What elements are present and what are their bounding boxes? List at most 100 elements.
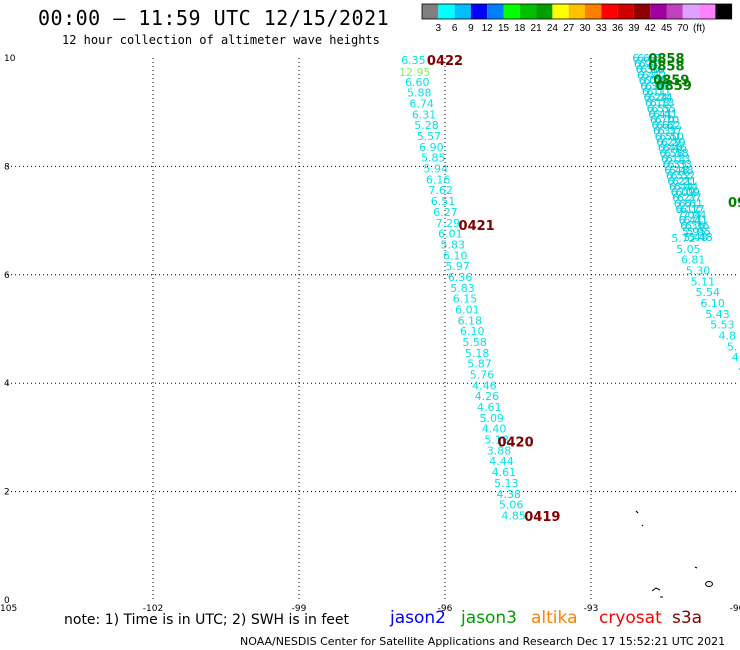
wave-height-label: 6.37 <box>658 125 683 138</box>
color-scale-tick: (ft) <box>693 23 705 34</box>
y-tick-label: 2 <box>4 488 10 498</box>
wave-height-label: 5.76 <box>470 369 495 382</box>
color-swatch <box>454 4 471 19</box>
wave-height-label: 5.53 <box>710 319 735 332</box>
wave-height-label: 6.55 <box>652 102 677 115</box>
wave-height-label: 6.74 <box>409 98 434 111</box>
wave-height-label: 6.62 <box>656 119 681 132</box>
units-note: note: 1) Time is in UTC; 2) SWH is in fe… <box>64 612 350 628</box>
wave-height-label: 6.38 <box>640 80 665 93</box>
color-scale-tick: 33 <box>596 23 608 34</box>
wave-height-label: 6.18 <box>650 97 675 110</box>
color-swatch <box>585 4 602 19</box>
wave-height-label: 4.40 <box>482 423 507 436</box>
wave-height-label: 6.41 <box>679 214 704 227</box>
wave-height-label: 4 <box>738 362 740 375</box>
wave-height-label: 5.54 <box>696 286 721 299</box>
wave-height-label: 5.87 <box>467 358 492 371</box>
wave-height-label: 5.83 <box>441 238 466 251</box>
wave-height-label: 6.09 <box>671 186 696 199</box>
wave-height-label: 6.36 <box>685 220 710 233</box>
wave-height-label: 6.44 <box>669 181 694 194</box>
wave-height-label: 6.51 <box>431 195 456 208</box>
color-scale-tick: 15 <box>498 23 510 34</box>
color-scale-tick: 42 <box>645 23 657 34</box>
color-swatch <box>601 4 618 19</box>
wave-height-label: 6.10 <box>443 249 468 262</box>
wave-height-label: 6.52 <box>666 169 691 182</box>
wave-height-label: 4.61 <box>492 466 517 479</box>
wave-height-label: 6.48 <box>664 164 689 177</box>
wave-height-label: 7.04 <box>677 209 702 222</box>
wave-height-label: 6.35 <box>401 54 426 67</box>
wave-height-label: 5.43 <box>705 308 730 321</box>
wave-height-label: 6.41 <box>683 214 708 227</box>
color-scale-tick: 30 <box>579 23 591 34</box>
wave-height-label: 6.37 <box>653 125 678 138</box>
wave-height-label: 6.01 <box>438 228 463 241</box>
wave-height-label: 6.58 <box>659 147 684 160</box>
wave-height-label: 3.88 <box>487 444 512 457</box>
wave-height-label: 6.36 <box>680 220 705 233</box>
color-scale-tick: 6 <box>452 23 458 34</box>
wave-height-label: 5.58 <box>462 336 487 349</box>
legend-s3a: s3a <box>672 608 703 628</box>
pass-time-label: 0419 <box>524 510 560 525</box>
y-tick-label: 4 <box>4 379 10 389</box>
wave-height-label: 5. <box>727 340 738 353</box>
wave-height-label: 6.42 <box>642 69 667 82</box>
wave-height-label: 6.10 <box>460 325 485 338</box>
wave-height-label: 6.33 <box>663 158 688 171</box>
wave-height-label: 6.18 <box>645 97 670 110</box>
wave-height-label: 6.61 <box>674 197 699 210</box>
color-scale-legend: 3 6 9 12 15 18 21 24 27 30 33 36 39 42 45 70 (ft) <box>421 3 733 34</box>
color-swatch <box>519 4 537 19</box>
wave-height-label: 5.18 <box>465 347 490 360</box>
y-tick-label: 6 <box>4 271 10 281</box>
wave-height-label: 6.50 <box>660 130 685 143</box>
wave-height-label: 5.06 <box>499 499 524 512</box>
wave-height-label: 4.44 <box>489 455 514 468</box>
x-tick-label: -90 <box>730 604 740 614</box>
x-tick-label: -93 <box>584 604 599 614</box>
wave-height-label: 5.95 <box>682 225 707 238</box>
x-tick-label: -105 <box>0 604 17 614</box>
wave-height-label: 6.17 <box>675 203 700 216</box>
wave-height-label: 4.26 <box>475 390 500 403</box>
wave-height-label: 6.58 <box>664 147 689 160</box>
wave-height-label: 6.44 <box>674 181 699 194</box>
y-tick-label: 8 <box>4 162 10 172</box>
color-swatch <box>650 4 667 19</box>
wave-height-label: 6.42 <box>637 69 662 82</box>
wave-height-label: 5.13 <box>494 477 519 490</box>
wave-height-label: 6.33 <box>667 158 692 171</box>
wave-height-label: 6.11 <box>647 86 672 99</box>
wave-height-label: 6.60 <box>405 76 430 89</box>
wave-height-label: 7.62 <box>428 184 453 197</box>
legend-jason2: jason2 <box>390 608 446 628</box>
wave-height-label: 6.21 <box>672 175 697 188</box>
color-swatch <box>470 4 488 19</box>
wave-height-label: 5.18 <box>484 434 509 447</box>
wave-height-label: 4.8 <box>719 330 737 343</box>
legend-jason3: jason3 <box>461 608 517 628</box>
x-tick-label: -96 <box>438 604 453 614</box>
color-scale-tick: 18 <box>514 23 526 34</box>
wave-height-label: 6.09 <box>675 186 700 199</box>
wave-height-label: 5.95 <box>687 225 712 238</box>
wave-height-label: 6.36 <box>635 63 660 76</box>
wave-height-label: 6.63 <box>632 52 657 65</box>
x-tick-label: -102 <box>143 604 163 614</box>
color-scale-tick: 12 <box>482 23 494 34</box>
color-swatch <box>666 4 683 19</box>
coastline-islands <box>635 510 713 598</box>
wave-height-label: 5.28 <box>414 119 439 132</box>
y-tick-label: 0 <box>4 596 10 606</box>
wave-height-label: 4.85 <box>501 509 526 522</box>
wave-height-label: 4.61 <box>477 401 502 414</box>
color-scale-tick: 39 <box>628 23 640 34</box>
wave-height-label: 6.97 <box>639 58 664 71</box>
wave-height-label: 6.81 <box>681 254 706 267</box>
wave-height-label: 6.50 <box>655 130 680 143</box>
wave-height-label: 6.10 <box>700 297 725 310</box>
